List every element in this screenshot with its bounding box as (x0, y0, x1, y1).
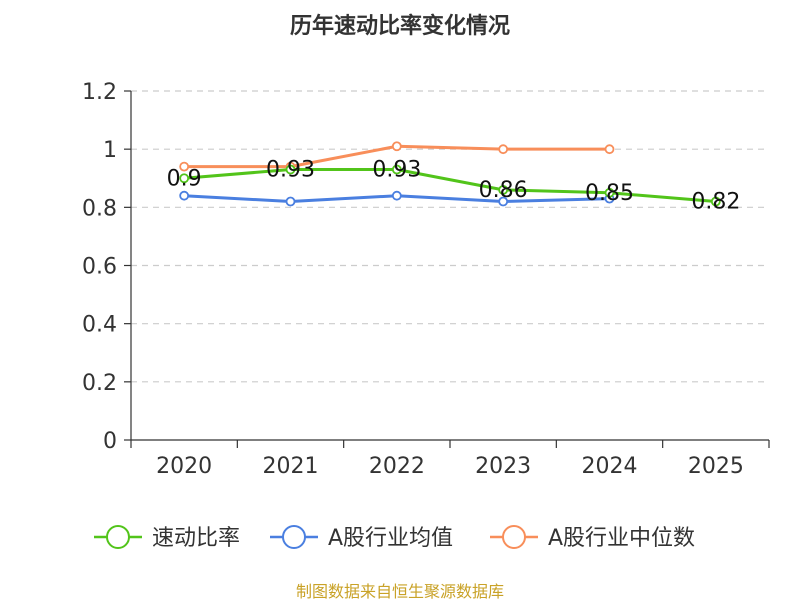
legend-item-0[interactable]: 速动比率 (94, 525, 240, 551)
data-point-2[interactable] (179, 161, 190, 172)
legend-label: A股行业均值 (328, 526, 453, 551)
data-point-0[interactable] (179, 173, 190, 184)
data-point-0[interactable] (604, 187, 615, 198)
chart-title: 历年速动比率变化情况 (290, 13, 510, 39)
data-point-1[interactable] (391, 190, 402, 201)
data-label: 0.82 (691, 190, 740, 215)
y-tick-label: 0.2 (82, 371, 117, 396)
gridlines (131, 90, 769, 383)
legend-item-1[interactable]: A股行业均值 (270, 525, 453, 551)
data-label: 0.85 (585, 181, 634, 206)
legend-marker (282, 525, 306, 549)
y-tick-label: 0.6 (82, 255, 117, 280)
x-tick-label: 2024 (582, 454, 638, 479)
legend-marker (502, 525, 526, 549)
legend-label: A股行业中位数 (548, 526, 695, 551)
data-point-0[interactable] (285, 164, 296, 175)
y-tick-label: 0.4 (82, 313, 117, 338)
legend-label: 速动比率 (152, 526, 240, 551)
legend[interactable]: 速动比率 A股行业均值 A股行业中位数 (94, 525, 695, 551)
source-note: 制图数据来自恒生聚源数据库 (296, 582, 504, 600)
data-point-2[interactable] (604, 144, 615, 155)
x-tick-label: 2020 (156, 454, 212, 479)
y-tick-label: 0 (103, 429, 117, 454)
data-point-2[interactable] (391, 141, 402, 152)
legend-marker (106, 525, 130, 549)
data-label: 0.9 (167, 166, 202, 191)
x-axis-ticks: 2020 2021 2022 2023 2024 2025 (130, 440, 770, 479)
data-label: 0.93 (372, 158, 421, 183)
data-labels: 0.9 0.93 0.93 0.86 0.85 0.82 (167, 158, 741, 215)
x-tick-label: 2021 (263, 454, 319, 479)
x-tick-label: 2022 (369, 454, 425, 479)
data-point-0[interactable] (498, 184, 509, 195)
data-label: 0.93 (266, 158, 315, 183)
data-point-0[interactable] (710, 196, 721, 207)
data-point-0[interactable] (391, 164, 402, 175)
data-point-1[interactable] (285, 196, 296, 207)
data-point-1[interactable] (179, 190, 190, 201)
y-tick-label: 1.2 (82, 80, 117, 105)
y-tick-label: 0.8 (82, 196, 117, 221)
y-axis-ticks: 0 0.2 0.4 0.6 0.8 1 1.2 (82, 80, 131, 454)
y-tick-label: 1 (103, 138, 117, 163)
x-tick-label: 2025 (688, 454, 744, 479)
data-label: 0.86 (479, 178, 528, 203)
data-point-1[interactable] (498, 196, 509, 207)
legend-item-2[interactable]: A股行业中位数 (490, 525, 695, 551)
data-point-2[interactable] (498, 144, 509, 155)
series-line-0 (184, 168, 716, 204)
series-lines (179, 141, 721, 207)
x-tick-label: 2023 (475, 454, 531, 479)
